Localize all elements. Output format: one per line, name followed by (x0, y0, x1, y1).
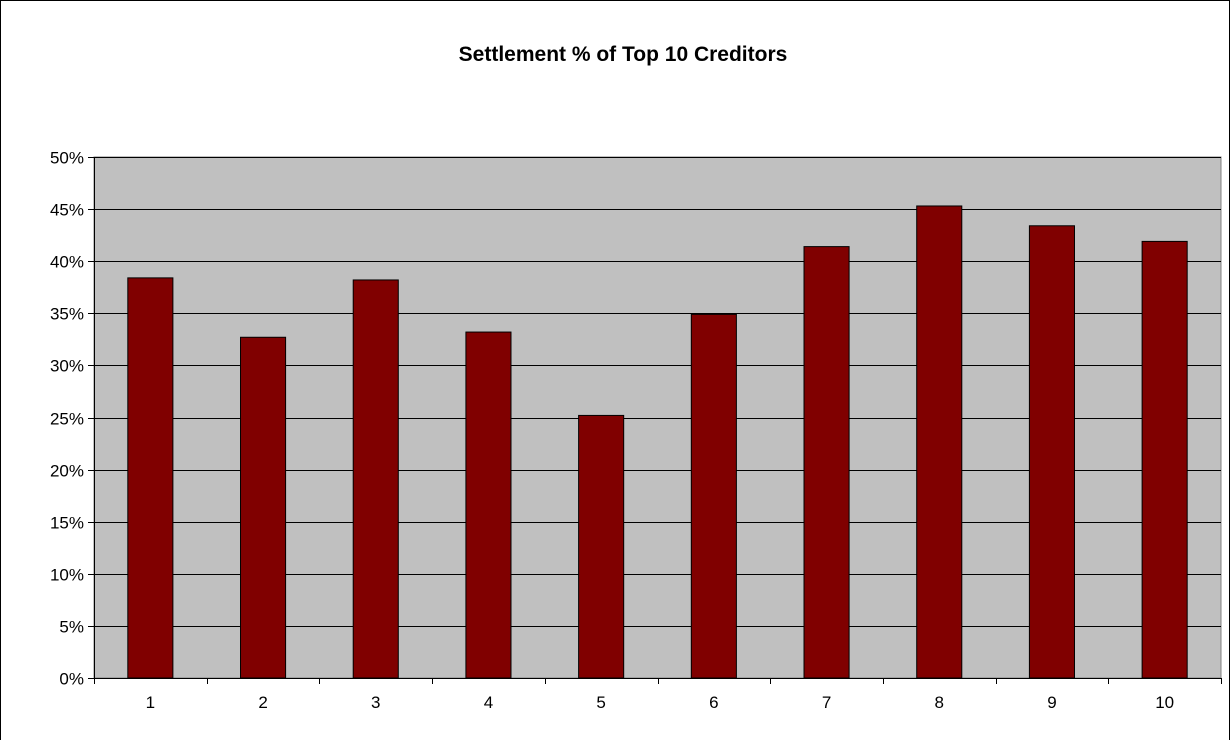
y-tick-label: 45% (50, 201, 84, 220)
y-tick-label: 30% (50, 357, 84, 376)
plot-area: 0% 5% 10% 15% 20% 25% 30% 35% 40% 45% 50% 1 2 3 4 5 6 7 8 9… (50, 149, 1222, 712)
y-tick-label: 15% (50, 514, 84, 533)
x-tick-label: 7 (822, 693, 831, 712)
y-tick-label: 10% (50, 566, 84, 585)
x-tick-label: 6 (709, 693, 718, 712)
x-tick-label: 4 (484, 693, 493, 712)
y-tick-label: 25% (50, 410, 84, 429)
y-tick-label: 0% (59, 670, 84, 689)
y-tick-label: 20% (50, 462, 84, 481)
y-tick-label: 35% (50, 305, 84, 324)
bar (465, 331, 512, 679)
bar (803, 246, 850, 679)
bar (352, 279, 399, 679)
x-tick-label: 2 (258, 693, 267, 712)
bar (240, 336, 287, 679)
chart-title: Settlement % of Top 10 Creditors (459, 43, 788, 66)
y-tick-label: 40% (50, 253, 84, 272)
bar (1028, 225, 1075, 679)
bar (690, 313, 737, 679)
x-tick-label: 1 (146, 693, 155, 712)
bar (578, 414, 625, 679)
x-tick-label: 10 (1155, 693, 1174, 712)
bar (127, 277, 174, 679)
x-tick-label: 9 (1047, 693, 1056, 712)
y-tick-label: 5% (59, 618, 84, 637)
x-tick-label: 5 (596, 693, 605, 712)
bar (1141, 240, 1188, 679)
x-tick-label: 8 (935, 693, 944, 712)
bar (916, 205, 963, 679)
y-tick-label: 50% (50, 149, 84, 168)
x-tick-label: 3 (371, 693, 380, 712)
